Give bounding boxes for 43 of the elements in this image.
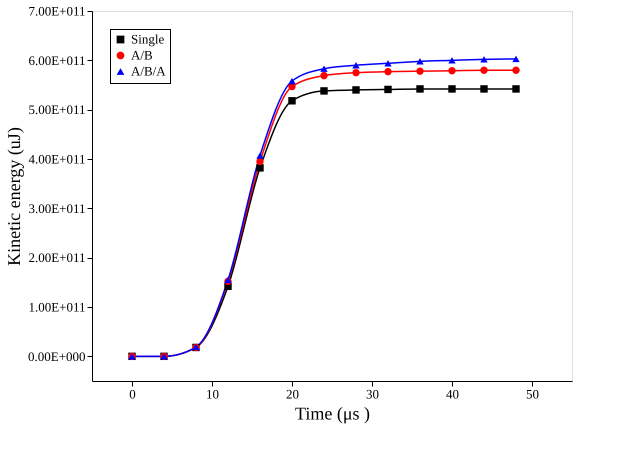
point xyxy=(416,58,424,65)
point xyxy=(416,67,424,75)
point xyxy=(480,85,488,93)
x-tick-label: 0 xyxy=(129,386,136,402)
y-tick-label: 6.00E+011 xyxy=(28,52,86,68)
point xyxy=(384,86,392,94)
point xyxy=(512,66,520,74)
y-axis-title: Kinetic energy (uJ) xyxy=(4,127,24,266)
legend-label: Single xyxy=(131,32,164,46)
point xyxy=(288,78,296,84)
point xyxy=(320,66,328,72)
point xyxy=(480,56,488,63)
point xyxy=(512,85,520,93)
x-tick-label: 30 xyxy=(366,386,379,402)
point xyxy=(384,60,392,67)
x-tick-label: 40 xyxy=(446,386,459,402)
point xyxy=(448,57,456,64)
point xyxy=(448,66,456,74)
point xyxy=(512,56,520,62)
y-tick-label: 5.00E+011 xyxy=(28,102,86,118)
point xyxy=(352,62,360,68)
point xyxy=(480,66,488,74)
legend-label: A/B/A xyxy=(131,64,166,78)
point xyxy=(448,85,456,93)
x-tick-label: 20 xyxy=(286,386,299,402)
y-tick-label: 4.00E+011 xyxy=(28,152,86,166)
x-tick-label: 50 xyxy=(526,386,539,402)
point xyxy=(288,97,296,104)
y-tick-label: 3.00E+011 xyxy=(28,200,86,216)
point xyxy=(320,72,328,80)
x-axis-title: Time (μs ) xyxy=(295,404,370,424)
y-tick-label: 1.00E+011 xyxy=(28,300,86,314)
point xyxy=(352,86,360,94)
y-tick-label: 2.00E+011 xyxy=(28,250,86,266)
point xyxy=(384,68,392,76)
point xyxy=(320,87,328,95)
y-tick-label: 0.00E+000 xyxy=(28,348,86,364)
point xyxy=(256,152,264,159)
legend-label: A/B xyxy=(131,48,153,62)
point xyxy=(352,68,360,76)
x-tick-label: 10 xyxy=(206,386,219,402)
point xyxy=(416,85,424,93)
y-tick-label: 7.00E+011 xyxy=(28,4,86,18)
